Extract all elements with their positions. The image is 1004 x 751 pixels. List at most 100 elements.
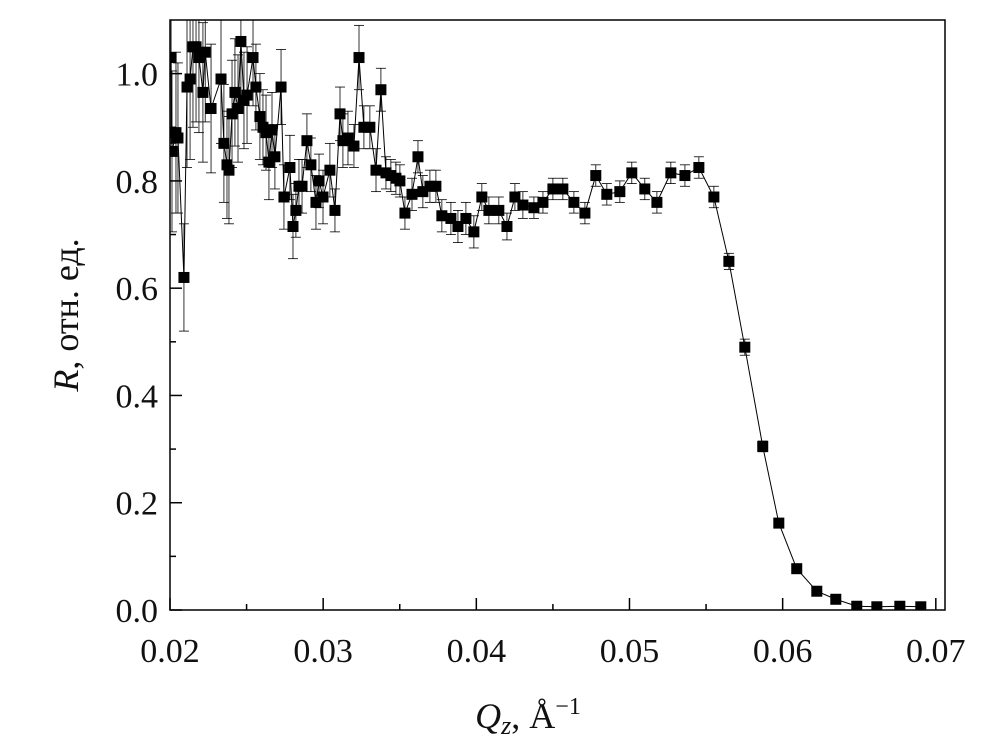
marker	[445, 212, 457, 224]
x-tick-label: 0.03	[293, 633, 353, 670]
marker	[296, 180, 308, 192]
marker	[468, 226, 480, 238]
marker	[184, 73, 196, 85]
marker	[436, 210, 448, 222]
marker	[851, 600, 863, 610]
marker	[199, 46, 211, 58]
marker	[568, 196, 580, 208]
marker	[590, 170, 602, 182]
marker	[329, 204, 341, 216]
marker	[269, 151, 281, 163]
marker	[218, 137, 230, 149]
marker	[235, 35, 247, 47]
marker	[254, 111, 266, 123]
y-tick-label: 0.0	[116, 593, 159, 630]
marker	[172, 132, 184, 144]
marker	[205, 103, 217, 114]
y-axis-label: R, отн. ед.	[46, 238, 86, 392]
marker	[452, 221, 464, 232]
marker	[370, 164, 382, 176]
marker	[493, 204, 505, 216]
marker	[430, 180, 442, 192]
marker	[417, 186, 429, 198]
marker	[739, 341, 751, 353]
y-tick-label: 0.4	[116, 378, 159, 415]
marker	[757, 440, 769, 452]
marker	[811, 585, 823, 597]
marker	[287, 221, 299, 232]
marker	[348, 140, 360, 152]
marker	[679, 170, 691, 182]
plot-frame	[169, 19, 946, 611]
marker	[215, 73, 227, 85]
marker	[723, 255, 735, 267]
marker	[406, 188, 418, 200]
marker	[501, 221, 513, 232]
marker	[557, 183, 569, 195]
marker	[275, 81, 287, 93]
y-label-text: , отн. ед.	[46, 238, 86, 369]
marker	[364, 121, 376, 133]
marker	[197, 86, 209, 98]
marker	[579, 207, 591, 219]
x-label-var: Q	[475, 696, 501, 736]
marker	[193, 52, 205, 64]
marker	[871, 601, 883, 610]
marker	[375, 84, 387, 96]
marker	[260, 127, 272, 139]
marker	[424, 180, 436, 192]
marker	[313, 175, 325, 187]
marker	[266, 124, 278, 136]
error-bar	[187, 20, 198, 128]
marker	[547, 183, 559, 195]
x-tick-label: 0.05	[600, 633, 660, 670]
marker	[399, 207, 411, 219]
marker	[708, 191, 720, 203]
marker	[894, 600, 906, 610]
marker	[226, 108, 238, 120]
plot-area	[170, 20, 927, 610]
marker	[476, 191, 488, 203]
marker	[278, 191, 290, 203]
connecting-line	[170, 41, 921, 608]
marker	[178, 271, 190, 283]
x-label-exp: −1	[555, 694, 581, 720]
marker	[537, 196, 549, 208]
marker	[250, 81, 262, 93]
marker	[651, 196, 663, 208]
marker	[290, 204, 302, 216]
marker	[626, 167, 638, 179]
marker	[342, 132, 354, 144]
marker	[263, 156, 275, 168]
x-tick-label: 0.04	[447, 633, 507, 670]
error-bar	[170, 20, 177, 144]
x-tick-label: 0.07	[906, 633, 966, 670]
error-bar	[235, 20, 246, 96]
marker	[324, 164, 336, 176]
marker	[284, 162, 296, 173]
marker	[170, 145, 178, 157]
marker	[301, 135, 313, 147]
x-label-sub: z	[500, 711, 511, 740]
marker	[665, 167, 677, 179]
marker	[460, 212, 472, 224]
marker	[310, 196, 322, 208]
marker	[170, 52, 177, 64]
x-tick-label: 0.06	[753, 633, 813, 670]
marker	[791, 563, 803, 575]
marker	[305, 159, 317, 171]
y-tick-label: 0.2	[116, 486, 159, 523]
marker	[412, 151, 424, 163]
x-axis-label: Qz, Å−1	[475, 694, 581, 740]
marker	[614, 186, 626, 198]
marker	[528, 202, 540, 214]
marker	[517, 199, 529, 211]
marker	[509, 191, 521, 203]
marker	[483, 204, 495, 216]
marker	[223, 164, 235, 176]
marker	[773, 517, 785, 529]
marker	[241, 89, 253, 101]
marker	[247, 52, 259, 64]
